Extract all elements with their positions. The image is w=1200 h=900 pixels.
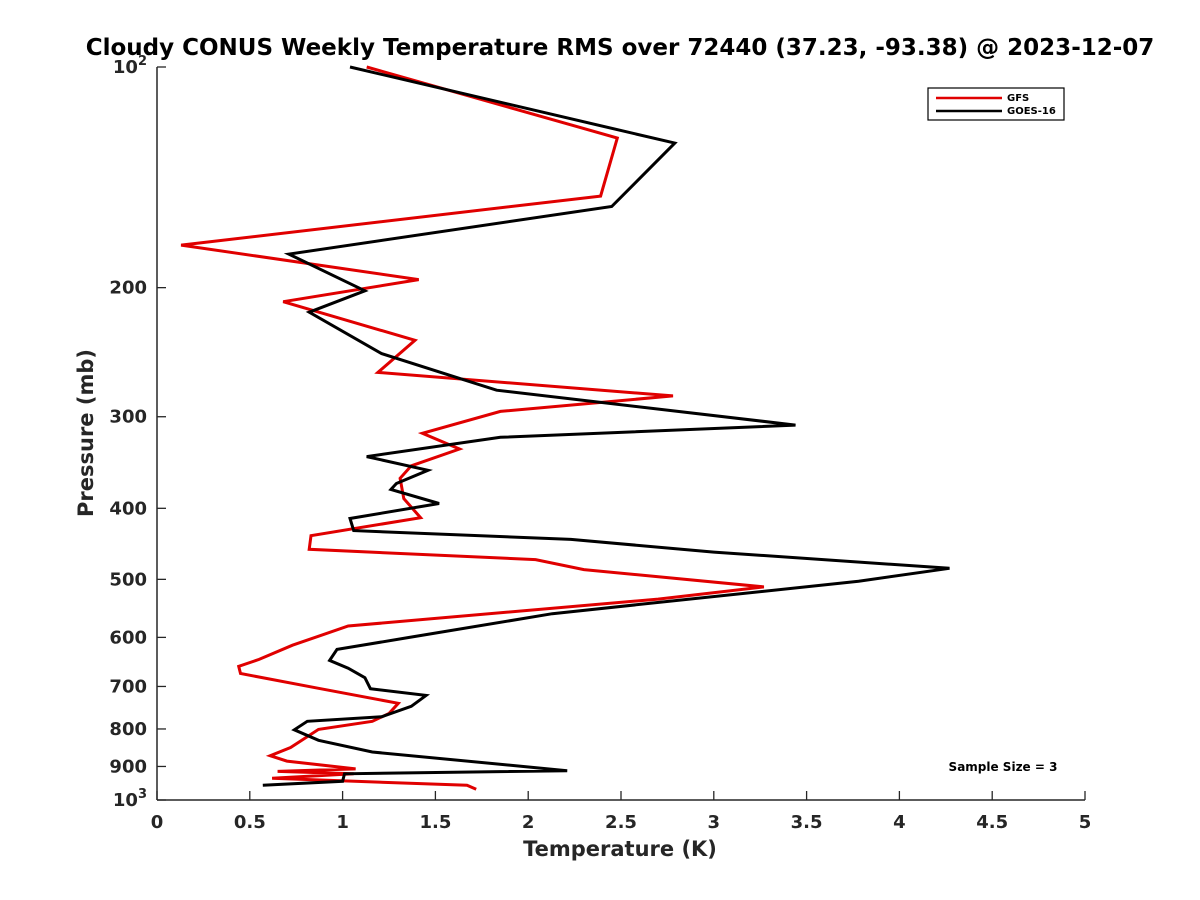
legend-label-gfs: GFS	[1007, 93, 1029, 104]
y-tick-label: 102	[113, 54, 147, 78]
y-axis-label: Pressure (mb)	[74, 349, 98, 517]
axis-ticks: 0 0.5 1 1.5 2 2.5 3 3.5 4 4.5 5 102 200 300 400 500 600 7…	[109, 54, 1091, 833]
chart-title: Cloudy CONUS Weekly Temperature RMS over…	[86, 35, 1155, 61]
y-tick-label: 700	[109, 676, 147, 697]
y-tick-label: 600	[109, 627, 147, 648]
y-tick-label: 300	[109, 407, 147, 428]
legend: GFS GOES-16	[927, 87, 1065, 121]
y-tick-label: 200	[109, 278, 147, 299]
y-tick-label: 900	[109, 756, 147, 777]
legend-label-goes16: GOES-16	[1007, 106, 1056, 117]
y-tick-label: 800	[109, 719, 147, 740]
legend-box	[927, 87, 1065, 121]
x-tick-label: 5	[1079, 812, 1092, 833]
series-line-gfs	[180, 65, 765, 791]
y-tick-label: 400	[109, 498, 147, 519]
x-tick-label: 4	[893, 812, 906, 833]
series-line-goes16	[262, 65, 950, 787]
y-tick-label: 103	[113, 787, 147, 811]
x-tick-label: 2.5	[605, 812, 637, 833]
x-tick-label: 1	[336, 812, 349, 833]
x-tick-label: 3	[708, 812, 721, 833]
series-lines	[180, 65, 950, 791]
x-tick-label: 0	[151, 812, 164, 833]
x-tick-label: 4.5	[976, 812, 1008, 833]
x-tick-label: 1.5	[419, 812, 451, 833]
x-tick-label: 2	[522, 812, 535, 833]
x-tick-label: 0.5	[234, 812, 266, 833]
y-tick-label: 500	[109, 569, 147, 590]
x-axis-label: Temperature (K)	[523, 837, 717, 861]
sample-size-annotation: Sample Size = 3	[949, 760, 1058, 774]
x-tick-label: 3.5	[791, 812, 823, 833]
